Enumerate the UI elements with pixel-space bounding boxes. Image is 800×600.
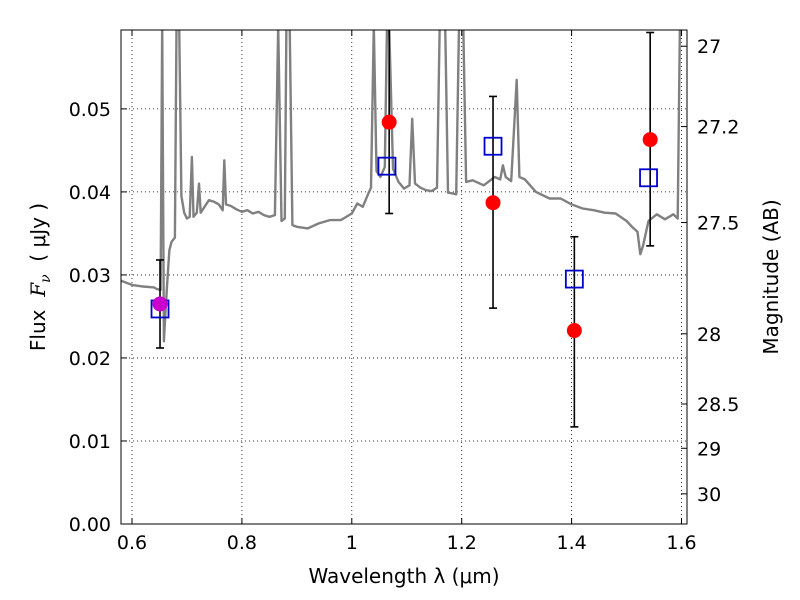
x-tick-label: 1.4 [556, 532, 586, 554]
model-spectrum-line [121, 30, 682, 343]
mag-tick-label: 30 [697, 484, 721, 506]
mag-tick-label: 27.2 [697, 117, 739, 139]
model-photometry-square [564, 269, 584, 289]
observed-point [642, 132, 658, 148]
x-tick-label: 0.6 [117, 532, 147, 554]
x-tick-label: 0.8 [227, 532, 257, 554]
x-axis-label: Wavelength λ (μm) [308, 564, 499, 588]
model-photometry-square [639, 168, 658, 188]
mag-tick-label: 28 [697, 324, 721, 346]
observed-point [381, 114, 397, 130]
observed-point [152, 296, 168, 312]
mag-tick-label: 29 [697, 438, 721, 460]
y-axis-label-left: Flux Fν ( μJy ) [26, 203, 54, 351]
y-tick-label: 0.02 [69, 348, 111, 370]
mag-tick-label: 28.5 [697, 394, 739, 416]
y-tick-label: 0.01 [69, 431, 111, 453]
observed-point [566, 323, 582, 339]
y-axis-label-right: Magnitude (AB) [759, 199, 783, 354]
x-tick-label: 1.2 [447, 532, 477, 554]
y-tick-label: 0.04 [69, 182, 111, 204]
y-tick-label: 0.00 [69, 514, 111, 536]
observed-point [485, 195, 501, 211]
plot-frame [120, 29, 688, 525]
y-tick-label: 0.05 [69, 99, 111, 121]
model-photometry-square [377, 156, 397, 176]
y-tick-label: 0.03 [69, 265, 111, 287]
mag-tick-label: 27 [697, 36, 721, 58]
x-tick-label: 1 [346, 532, 358, 554]
x-tick-label: 1.6 [666, 532, 696, 554]
model-photometry-square [483, 136, 503, 156]
mag-tick-label: 27.5 [697, 213, 739, 235]
grid [121, 30, 687, 525]
